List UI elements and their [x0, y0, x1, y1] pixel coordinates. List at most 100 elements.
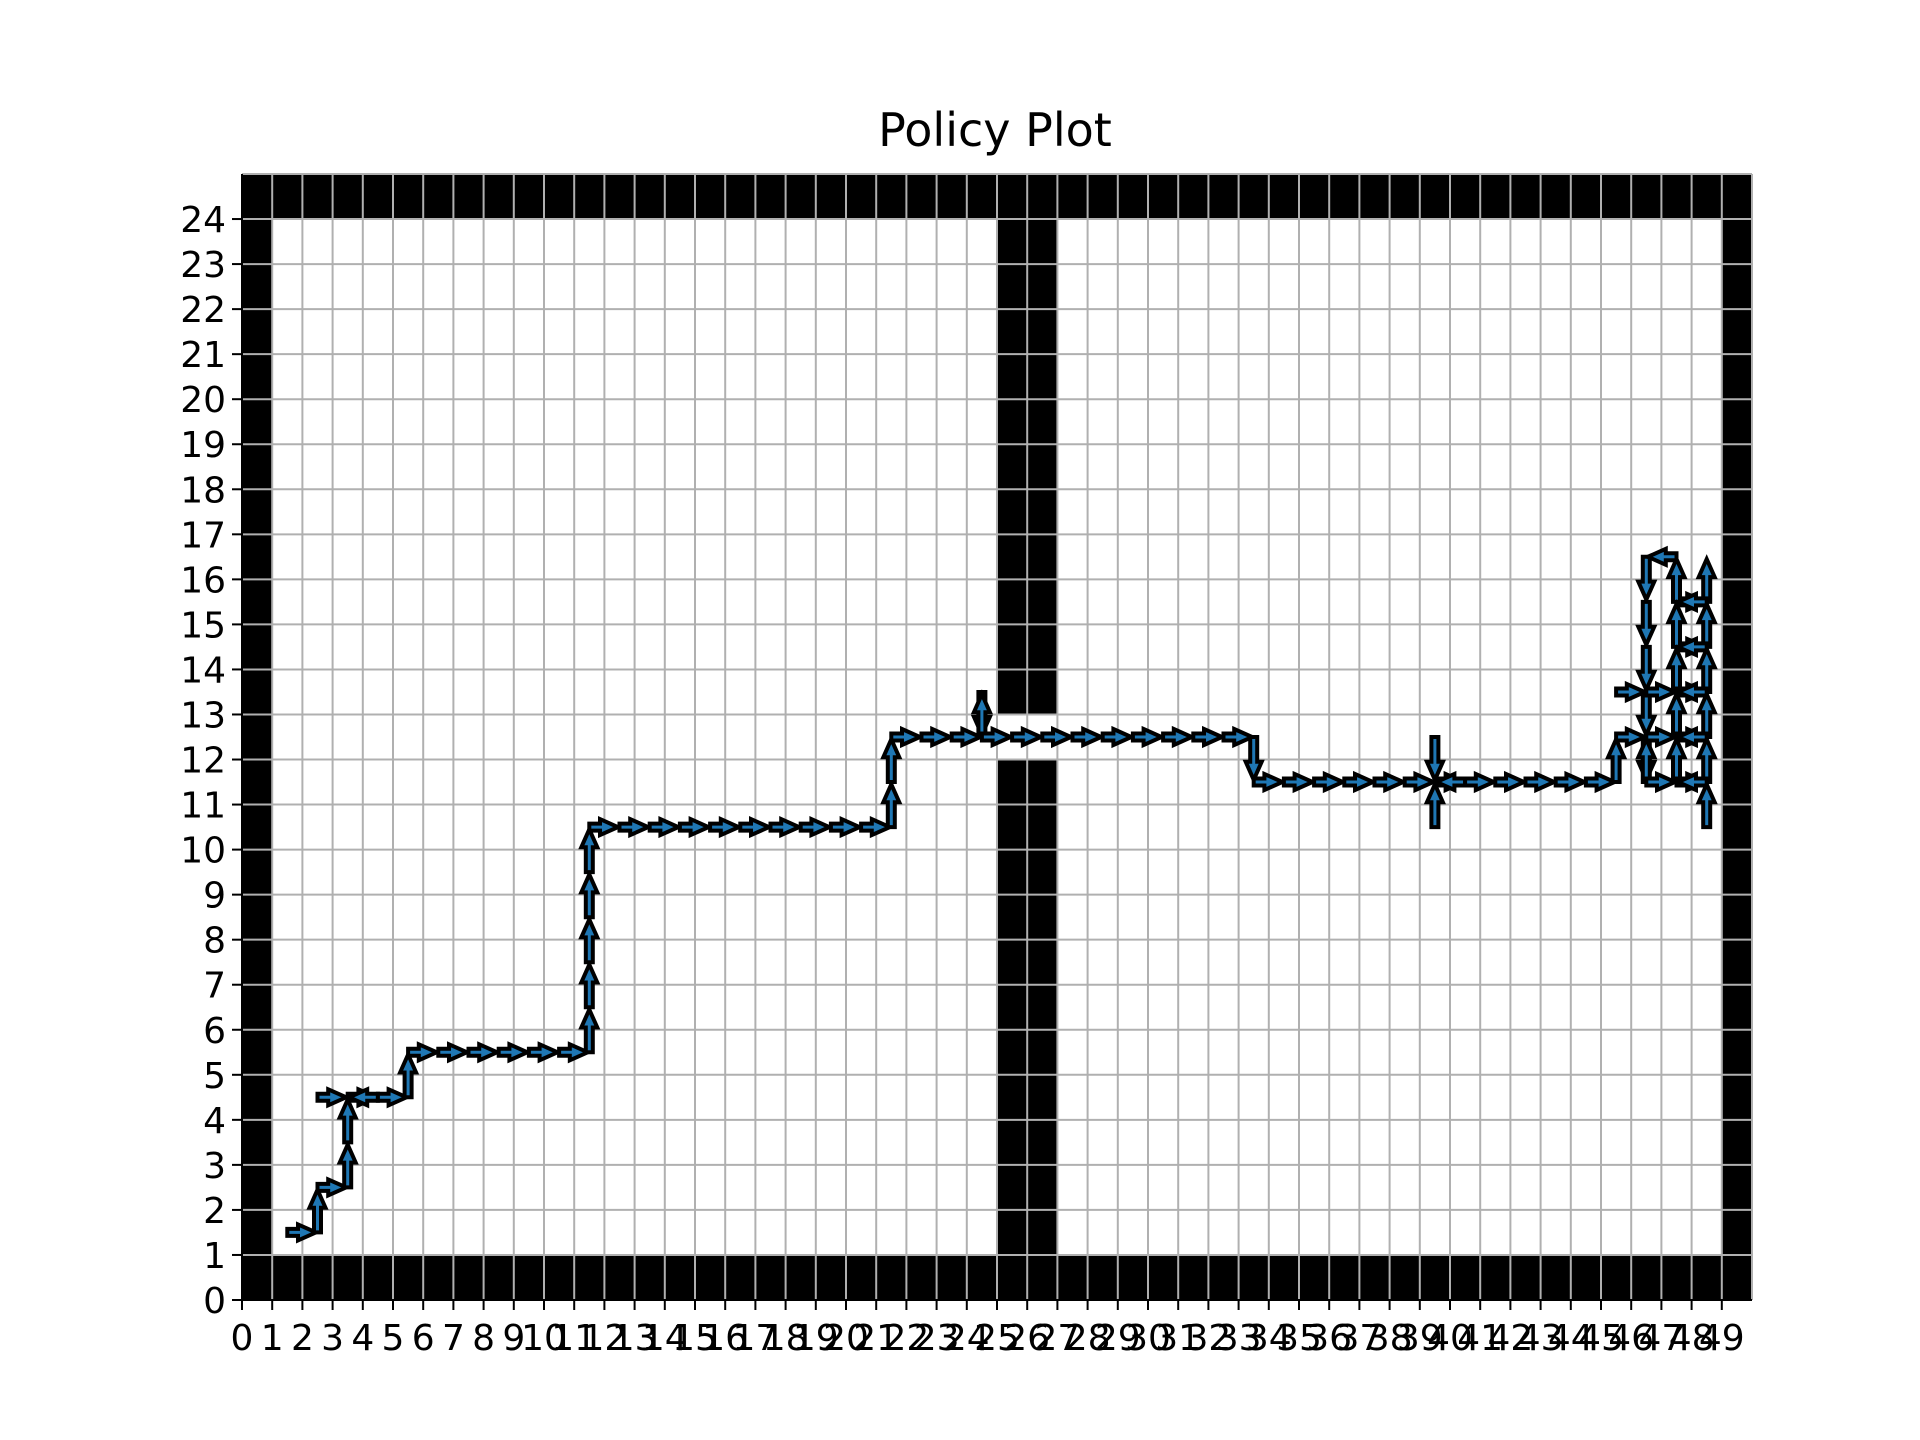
policy-arrow-right	[315, 1086, 352, 1109]
policy-arrow-right	[1130, 725, 1167, 749]
policy-arrow-up	[1665, 599, 1688, 649]
policy-arrow-right	[828, 816, 865, 839]
x-tick-label: 25	[974, 1318, 1020, 1359]
y-tick-label: 19	[180, 425, 226, 466]
x-tick-label: 5	[382, 1318, 405, 1359]
y-tick-label: 10	[180, 831, 226, 872]
x-tick-label: 1	[261, 1318, 284, 1359]
policy-arrow-down	[1635, 554, 1658, 605]
policy-arrow-right	[1583, 770, 1620, 794]
x-tick-label: 44	[1548, 1318, 1594, 1359]
policy-arrow-right	[436, 1041, 472, 1064]
policy-arrow-right	[406, 1041, 442, 1064]
x-tick-label: 19	[793, 1318, 839, 1359]
policy-arrow-up	[1665, 644, 1688, 694]
policy-arrow-down	[1423, 735, 1446, 785]
policy-arrow-right	[1070, 725, 1107, 749]
policy-arrow-right	[557, 1041, 593, 1064]
x-tick-label: 2	[291, 1318, 314, 1359]
y-tick-label: 9	[203, 876, 226, 917]
policy-arrow-right	[979, 725, 1016, 749]
x-tick-label: 4	[351, 1318, 374, 1359]
x-tick-label: 32	[1185, 1318, 1231, 1359]
policy-arrow-right	[859, 816, 895, 839]
policy-arrow-right	[1010, 725, 1046, 749]
policy-arrow-right	[1161, 725, 1197, 749]
policy-arrow-right	[466, 1041, 503, 1064]
policy-arrow-up	[1665, 554, 1688, 604]
y-tick-label: 21	[180, 335, 226, 376]
y-tick-label: 18	[180, 470, 226, 511]
policy-arrow-right	[1312, 770, 1348, 794]
policy-arrow-up	[880, 779, 903, 830]
x-tick-label: 46	[1608, 1318, 1654, 1359]
y-tick-label: 15	[180, 605, 226, 646]
x-tick-label: 29	[1095, 1318, 1141, 1359]
policy-arrow-up	[1605, 734, 1628, 784]
policy-arrow-down	[1635, 599, 1658, 650]
x-tick-label: 49	[1699, 1318, 1745, 1359]
x-tick-label: 30	[1125, 1318, 1171, 1359]
x-tick-label: 47	[1638, 1318, 1684, 1359]
policy-arrow-up	[1423, 779, 1446, 830]
y-tick-label: 4	[203, 1101, 226, 1142]
x-tick-label: 34	[1246, 1318, 1292, 1359]
x-tick-label: 18	[763, 1318, 809, 1359]
policy-arrow-right	[708, 816, 744, 839]
y-tick-label: 16	[180, 560, 226, 601]
x-tick-label: 36	[1306, 1318, 1352, 1359]
x-tick-label: 11	[551, 1318, 597, 1359]
x-tick-label: 22	[883, 1318, 929, 1359]
policy-arrow-up	[306, 1184, 329, 1235]
y-tick-label: 2	[203, 1191, 226, 1232]
policy-arrow-right	[285, 1221, 321, 1244]
policy-arrow-right	[647, 816, 684, 839]
policy-arrow-right	[1402, 770, 1439, 794]
policy-arrow-right	[526, 1041, 563, 1064]
y-tick-label: 23	[180, 245, 226, 286]
x-tick-label: 20	[823, 1318, 869, 1359]
policy-arrow-up	[880, 734, 903, 784]
x-tick-label: 41	[1457, 1318, 1503, 1359]
y-tick-label: 0	[203, 1281, 226, 1322]
x-tick-label: 39	[1397, 1318, 1443, 1359]
policy-arrow-up	[397, 1049, 420, 1100]
x-tick-label: 43	[1518, 1318, 1564, 1359]
policy-arrow-right	[1523, 770, 1560, 794]
x-tick-label: 26	[1004, 1318, 1050, 1359]
policy-arrow-right	[1342, 770, 1378, 794]
x-tick-label: 45	[1578, 1318, 1624, 1359]
policy-arrow-right	[315, 1176, 352, 1199]
x-tick-label: 21	[853, 1318, 899, 1359]
policy-arrow-right	[1040, 725, 1076, 749]
y-tick-label: 20	[180, 380, 226, 421]
policy-arrow-right	[1614, 725, 1650, 749]
x-tick-label: 35	[1276, 1318, 1322, 1359]
policy-arrow-up	[970, 689, 993, 739]
x-tick-label: 16	[702, 1318, 748, 1359]
y-tick-label: 12	[180, 741, 226, 782]
policy-arrow-right	[677, 816, 714, 839]
y-tick-label: 13	[180, 695, 226, 736]
x-tick-label: 42	[1487, 1318, 1533, 1359]
policy-arrow-up	[336, 1139, 359, 1190]
policy-arrow-right	[1553, 770, 1590, 794]
y-tick-label: 11	[180, 786, 226, 827]
policy-arrow-up	[578, 914, 601, 965]
policy-arrow-right	[1281, 770, 1318, 794]
x-tick-label: 10	[521, 1318, 567, 1359]
policy-arrow-right	[1372, 770, 1409, 794]
y-tick-label: 24	[180, 200, 226, 241]
policy-arrow-up	[1665, 689, 1688, 739]
policy-arrow-up	[578, 1004, 601, 1055]
policy-arrow-right	[889, 725, 925, 749]
y-tick-label: 7	[203, 966, 226, 1007]
x-tick-label: 28	[1065, 1318, 1111, 1359]
x-tick-label: 12	[581, 1318, 627, 1359]
x-tick-label: 8	[472, 1318, 495, 1359]
policy-arrow-up	[578, 959, 601, 1010]
wall-block-3	[1721, 174, 1752, 1300]
x-tick-label: 0	[231, 1318, 254, 1359]
policy-arrow-up	[336, 1094, 359, 1145]
